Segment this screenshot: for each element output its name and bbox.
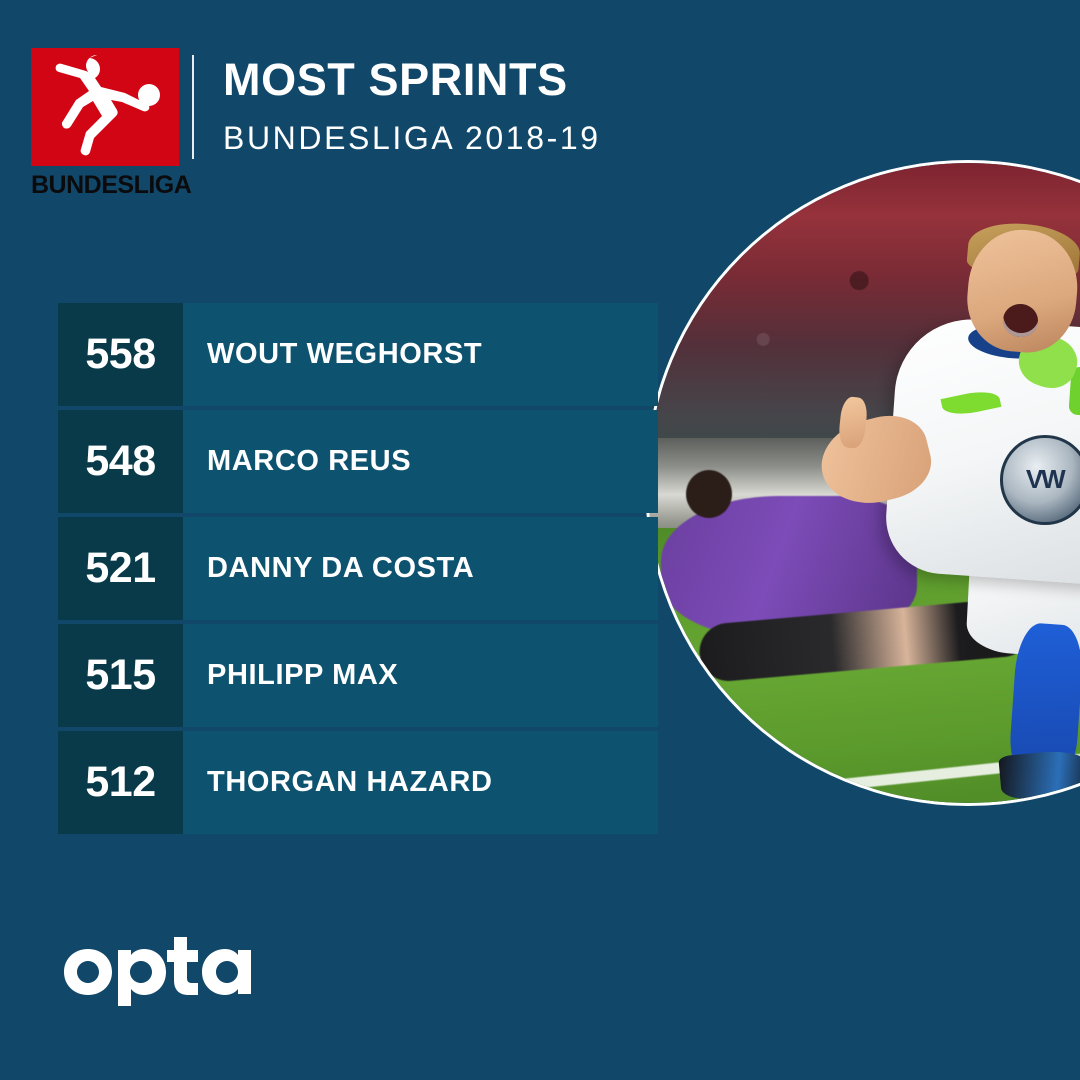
row-value: 558 [58, 303, 183, 406]
player-photo [648, 163, 1080, 803]
player-boot-front [998, 747, 1080, 801]
row-value: 515 [58, 624, 183, 727]
bundesliga-logo-square [31, 48, 179, 166]
sprint-ranking-list: 558 WOUT WEGHORST 548 MARCO REUS 521 DAN… [58, 303, 658, 838]
row-player-name: MARCO REUS [207, 445, 412, 477]
bundesliga-logo-word: BUNDESLIGA [31, 171, 192, 199]
table-row: 512 THORGAN HAZARD [58, 731, 658, 834]
table-row: 515 PHILIPP MAX [58, 624, 658, 727]
table-row: 558 WOUT WEGHORST [58, 303, 658, 406]
row-value: 548 [58, 410, 183, 513]
row-value: 521 [58, 517, 183, 620]
header-divider [192, 55, 194, 159]
bundesliga-logo: BUNDESLIGA [31, 48, 192, 199]
page-title: MOST SPRINTS [223, 54, 568, 105]
table-row: 548 MARCO REUS [58, 410, 658, 513]
opta-logo [62, 935, 252, 1007]
bundesliga-kicking-player-icon [55, 55, 160, 156]
row-player-name: WOUT WEGHORST [207, 338, 483, 370]
row-player-name: DANNY DA COSTA [207, 552, 475, 584]
background-keeper-head [686, 470, 733, 519]
row-player-name: PHILIPP MAX [207, 659, 399, 691]
row-value: 512 [58, 731, 183, 834]
table-row: 521 DANNY DA COSTA [58, 517, 658, 620]
page-subtitle: BUNDESLIGA 2018-19 [223, 120, 601, 156]
opta-wordmark-icon [64, 937, 251, 1006]
row-player-name: THORGAN HAZARD [207, 766, 493, 798]
vw-sponsor-icon [1000, 435, 1080, 525]
